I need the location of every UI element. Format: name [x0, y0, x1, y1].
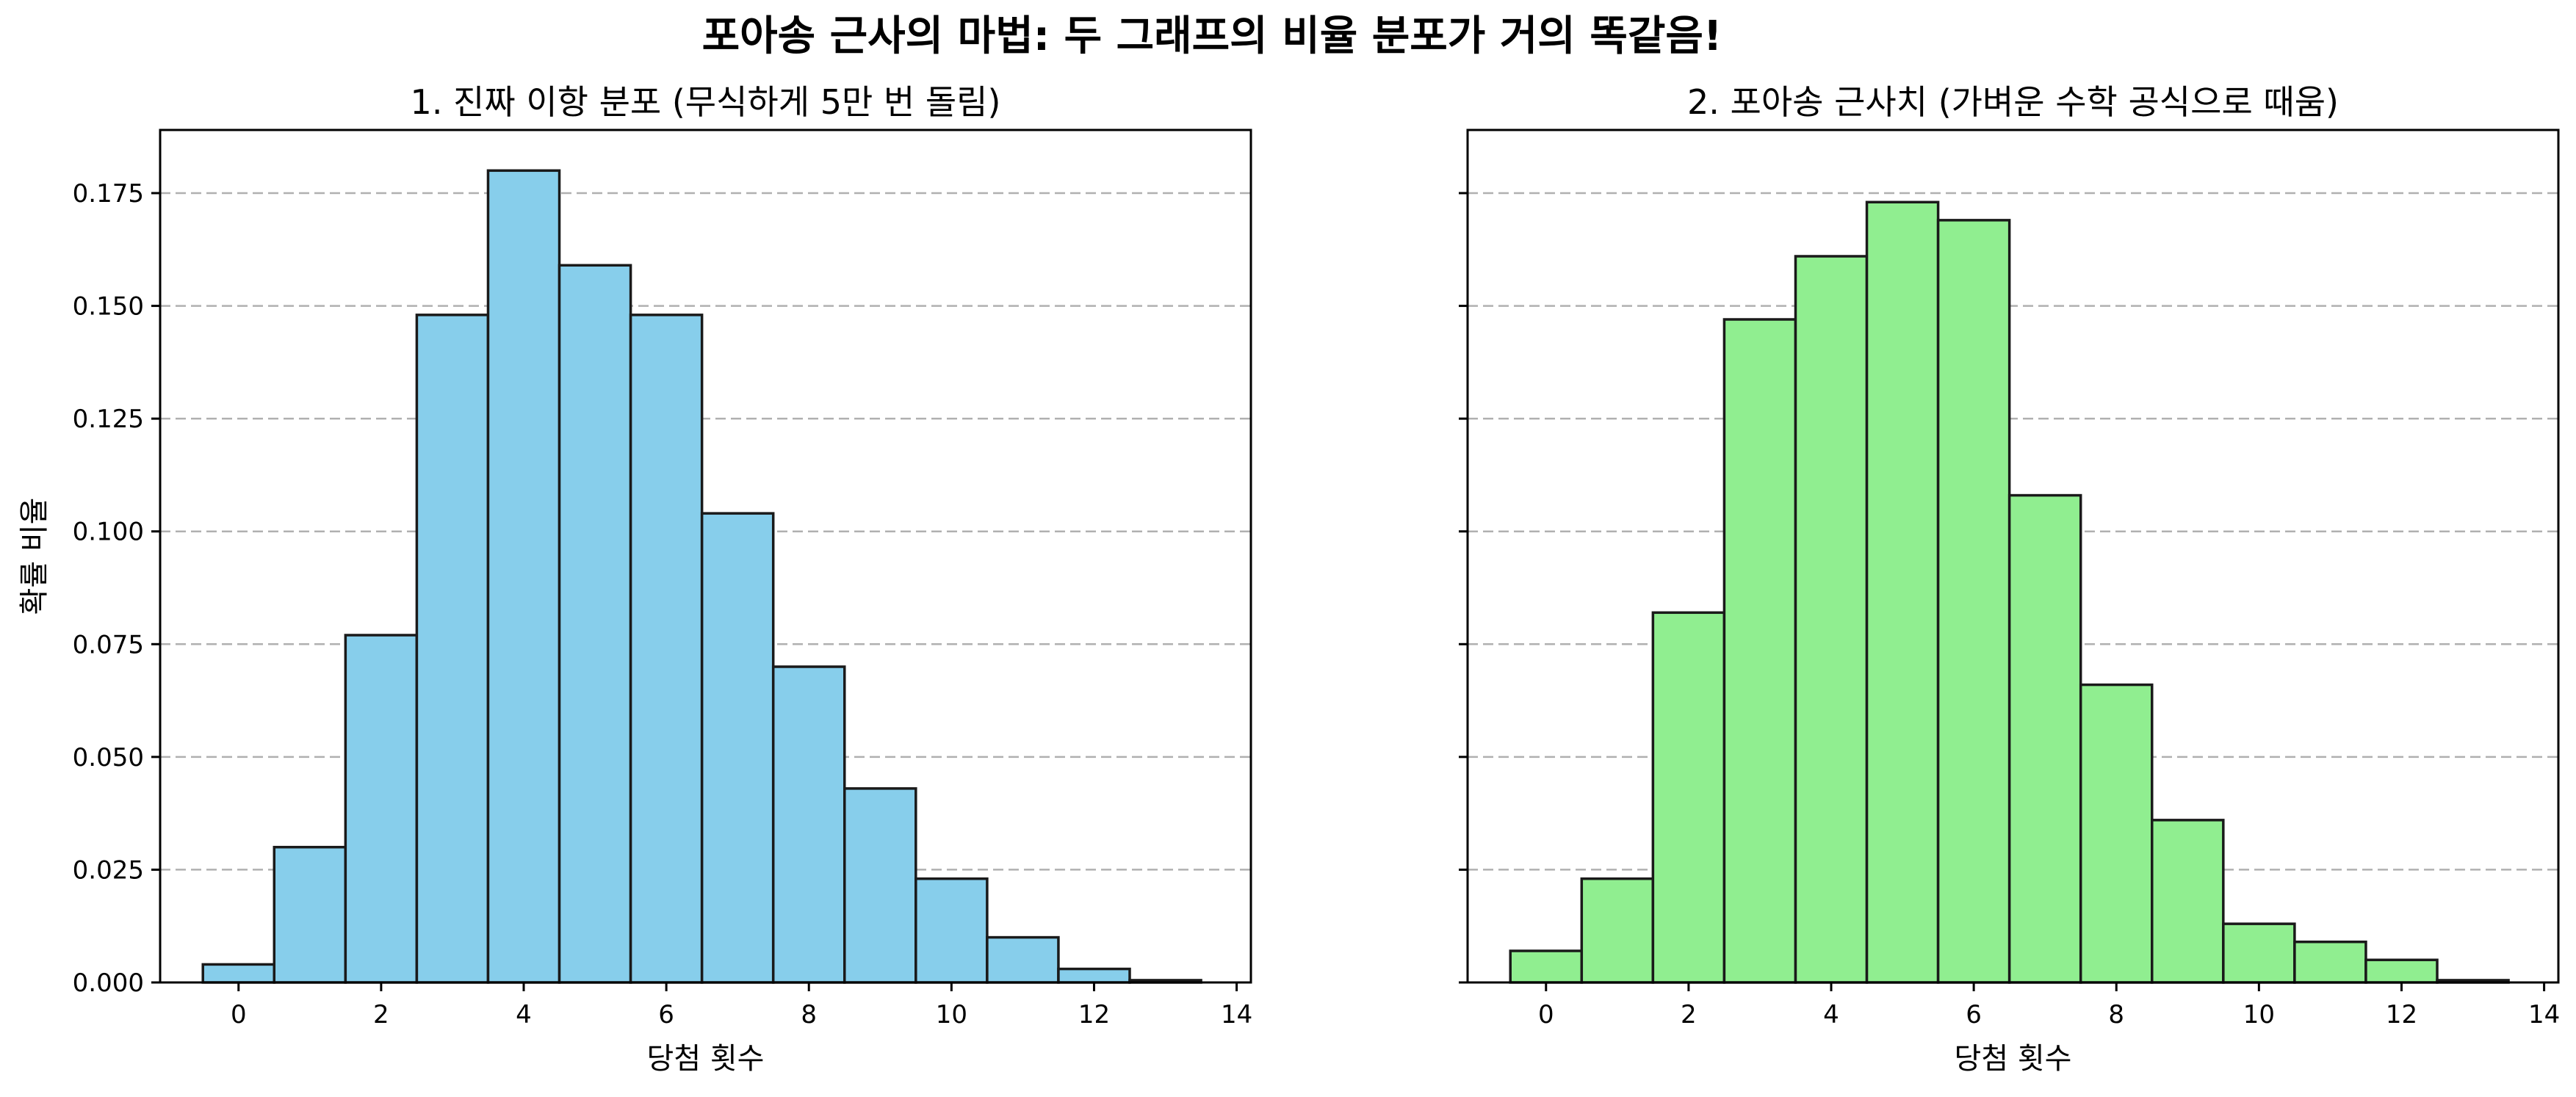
y-tick-label: 0.000 [73, 969, 144, 998]
histogram-bar [1936, 219, 2011, 984]
x-tick-label: 12 [1078, 1000, 1110, 1029]
histogram-bar [1651, 611, 1726, 984]
x-tick-label: 2 [373, 1000, 389, 1029]
y-tick-label: 0.100 [73, 518, 144, 547]
x-tick-label: 2 [1681, 1000, 1697, 1029]
histogram-bar [1057, 967, 1131, 984]
chart-title: 2. 포아송 근사치 (가벼운 수학 공식으로 때움) [1687, 82, 2339, 122]
x-tick-label: 6 [1966, 1000, 1982, 1029]
histogram-bar [1794, 255, 1869, 984]
x-axis-label: 당첨 횟수 [647, 1042, 765, 1076]
figure-suptitle: 포아송 근사의 마법: 두 그래프의 비율 분포가 거의 똑같음! [702, 12, 1722, 60]
y-axis-label: 확률 비율 [18, 498, 51, 615]
histogram-bar [273, 845, 347, 984]
histogram-bar [1865, 200, 1940, 984]
binomial-chart-panel: 0.000 0.025 0.050 0.075 0.100 0.125 0.150 0.175… [18, 82, 1252, 1076]
x-tick-label: 4 [516, 1000, 532, 1029]
poisson-chart-panel: 0 2 4 6 8 10 12 14 2. 포아송 근사치 (가벼운 수학 공식으로 때움) 당첨… [1459, 82, 2560, 1076]
histogram-bar [843, 787, 917, 984]
chart-title: 1. 진짜 이항 분포 (무식하게 5만 번 돌림) [411, 82, 1001, 122]
x-tick-label: 10 [2243, 1000, 2275, 1029]
histogram-bar [1580, 877, 1655, 984]
histogram-bar [2079, 683, 2154, 984]
x-tick-label: 10 [936, 1000, 967, 1029]
histogram-bar [771, 665, 846, 984]
histogram-bar [2293, 940, 2367, 984]
histogram-bar [2222, 922, 2296, 984]
y-tick-label: 0.050 [73, 743, 144, 772]
x-tick-label: 14 [2528, 1000, 2560, 1029]
histogram-bar [344, 634, 419, 984]
histogram-bar [1722, 318, 1797, 984]
histogram-bar [558, 264, 632, 984]
histogram-bar [986, 935, 1060, 984]
x-tick-label: 0 [231, 1000, 247, 1029]
y-tick-label: 0.025 [73, 855, 144, 885]
histogram-bar [1509, 949, 1584, 984]
histogram-bar [2151, 819, 2225, 984]
x-tick-label: 6 [658, 1000, 674, 1029]
y-tick-label: 0.150 [73, 292, 144, 322]
histogram-bar [2007, 493, 2082, 984]
y-tick-label: 0.125 [73, 405, 144, 434]
y-tick-label: 0.075 [73, 630, 144, 659]
histogram-bar [415, 314, 490, 984]
x-tick-label: 8 [801, 1000, 817, 1029]
histogram-bar [914, 877, 989, 984]
histogram-bar [629, 314, 704, 984]
x-tick-label: 8 [2108, 1000, 2124, 1029]
x-tick-label: 0 [1538, 1000, 1554, 1029]
histogram-bar [486, 169, 561, 984]
plot-area-frame [159, 128, 1252, 984]
histogram-bar [700, 512, 775, 984]
plot-area-frame [1466, 128, 2560, 984]
x-tick-label: 4 [1823, 1000, 1839, 1029]
x-axis-label: 당첨 횟수 [1955, 1042, 2072, 1076]
y-tick-label: 0.175 [73, 179, 144, 209]
histogram-bar [2364, 958, 2439, 984]
x-tick-label: 12 [2386, 1000, 2417, 1029]
histogram-bar [201, 963, 276, 984]
x-tick-label: 14 [1221, 1000, 1252, 1029]
